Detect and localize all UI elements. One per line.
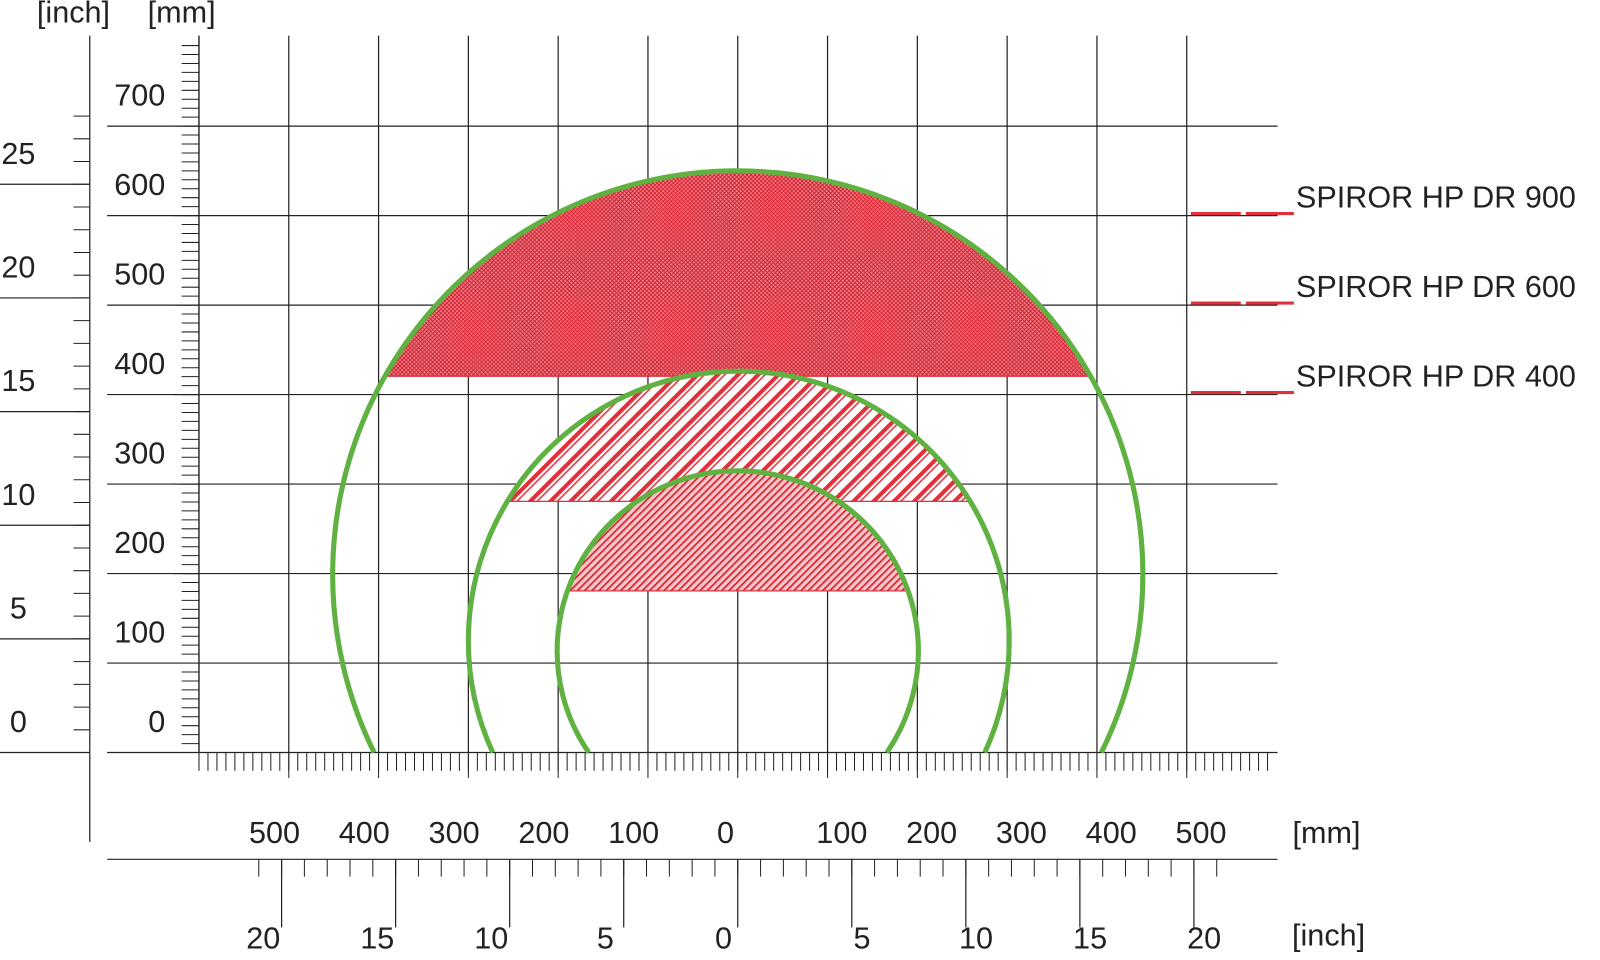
spray-arc — [330, 168, 1146, 754]
x-mm-tick-label: 0 — [717, 816, 734, 850]
x-mm-tick-label: 100 — [608, 816, 659, 850]
x-inch-tick-label: 15 — [1073, 922, 1107, 956]
y-inch-tick-label: 15 — [1, 364, 35, 398]
x-inch-tick-label: 0 — [715, 922, 732, 956]
x-mm-tick-label: 200 — [518, 816, 569, 850]
legend-label: SPIROR HP DR 400 — [1296, 359, 1576, 393]
y-inch-tick-label: 20 — [1, 251, 35, 285]
y-inch-tick-label: 10 — [1, 478, 35, 512]
x-mm-tick-label: 200 — [906, 816, 957, 850]
spray-zone — [383, 170, 1092, 377]
y-mm-tick-label: 200 — [114, 526, 165, 560]
x-inch-tick-label: 10 — [959, 922, 993, 956]
y-mm-tick-label: 700 — [114, 79, 165, 113]
x-mm-tick-label: 400 — [1086, 816, 1137, 850]
x-inch-tick-label: 5 — [853, 922, 870, 956]
x-inch-tick-label: 20 — [1187, 922, 1221, 956]
y-inch-tick-label: 5 — [10, 592, 27, 626]
y-inch-tick-label: 0 — [10, 705, 27, 739]
y-mm-unit: [mm] — [148, 0, 216, 29]
x-inch-tick-label: 20 — [246, 922, 280, 956]
x-mm-unit: [mm] — [1293, 816, 1361, 850]
x-mm-tick-label: 500 — [1175, 816, 1226, 850]
legend-label: SPIROR HP DR 600 — [1296, 270, 1576, 304]
x-mm-tick-label: 300 — [429, 816, 480, 850]
x-mm-tick-label: 400 — [339, 816, 390, 850]
y-inch-tick-label: 25 — [1, 137, 35, 171]
x-inch-tick-label: 15 — [360, 922, 394, 956]
y-mm-tick-label: 500 — [114, 258, 165, 292]
y-mm-tick-label: 400 — [114, 347, 165, 381]
x-mm-tick-label: 100 — [816, 816, 867, 850]
spray-arc — [465, 368, 1012, 754]
y-inch-unit: [inch] — [37, 0, 110, 29]
legend-label: SPIROR HP DR 900 — [1296, 180, 1576, 214]
y-mm-tick-label: 100 — [114, 616, 165, 650]
spray-arc — [554, 468, 921, 754]
x-inch-tick-label: 5 — [597, 922, 614, 956]
x-inch-unit: [inch] — [1292, 919, 1365, 953]
x-mm-tick-label: 300 — [996, 816, 1047, 850]
y-mm-tick-label: 300 — [114, 437, 165, 471]
y-mm-tick-label: 0 — [148, 705, 165, 739]
x-inch-tick-label: 10 — [474, 922, 508, 956]
x-mm-tick-label: 500 — [249, 816, 300, 850]
y-mm-tick-label: 600 — [114, 168, 165, 202]
